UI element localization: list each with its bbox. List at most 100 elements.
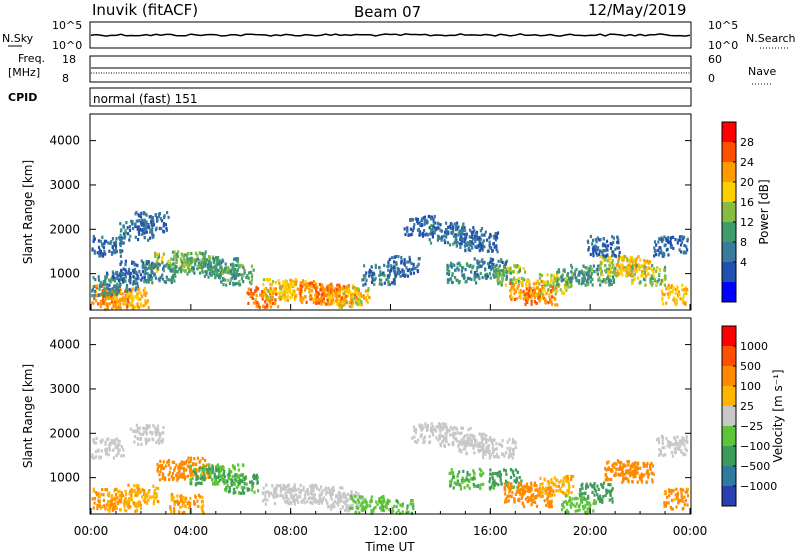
heatmap-cell (663, 504, 665, 507)
heatmap-cell (489, 477, 491, 480)
heatmap-cell (314, 294, 316, 297)
heatmap-cell (477, 262, 479, 265)
heatmap-cell (474, 257, 476, 260)
heatmap-cell (490, 257, 492, 260)
heatmap-cell (378, 266, 380, 269)
heatmap-cell (443, 436, 445, 439)
heatmap-cell (474, 438, 476, 441)
heatmap-cell (295, 489, 297, 492)
heatmap-cell (407, 275, 409, 278)
heatmap-cell (100, 300, 102, 303)
heatmap-cell (564, 287, 566, 290)
heatmap-cell (317, 291, 319, 294)
heatmap-cell (449, 433, 451, 436)
cpid-value: normal (fast) 151 (93, 92, 197, 106)
heatmap-cell (668, 296, 670, 299)
heatmap-cell (305, 280, 307, 283)
heatmap-cell (587, 283, 589, 286)
heatmap-cell (518, 277, 520, 280)
heatmap-cell (344, 298, 346, 301)
heatmap-cell (592, 251, 594, 254)
heatmap-cell (129, 505, 131, 508)
heatmap-cell (609, 264, 611, 267)
heatmap-cell (614, 254, 616, 257)
date-title: 12/May/2019 (588, 1, 686, 19)
heatmap-cell (560, 288, 562, 291)
heatmap-cell (478, 236, 480, 239)
heatmap-cell (228, 490, 230, 493)
heatmap-cell (685, 245, 687, 248)
heatmap-cell (473, 435, 475, 438)
heatmap-cell (551, 295, 553, 298)
heatmap-cell (495, 232, 497, 235)
heatmap-cell (576, 279, 578, 282)
heatmap-cell (566, 283, 568, 286)
heatmap-cell (148, 424, 150, 427)
heatmap-cell (590, 280, 592, 283)
heatmap-cell (365, 271, 367, 274)
heatmap-cell (431, 422, 433, 425)
heatmap-cell (530, 487, 532, 490)
heatmap-cell (612, 271, 614, 274)
heatmap-cell (359, 296, 361, 299)
heatmap-cell (599, 283, 601, 286)
heatmap-cell (304, 493, 306, 496)
heatmap-cell (275, 281, 277, 284)
heatmap-cell (145, 272, 147, 275)
heatmap-cell (372, 272, 374, 275)
heatmap-cell (350, 490, 352, 493)
heatmap-cell (241, 264, 243, 267)
heatmap-cell (477, 442, 479, 445)
heatmap-cell (215, 266, 217, 269)
heatmap-cell (251, 273, 253, 276)
heatmap-cell (631, 256, 633, 259)
heatmap-cell (300, 489, 302, 492)
heatmap-cell (120, 299, 122, 302)
heatmap-cell (326, 491, 328, 494)
heatmap-cell (598, 253, 600, 256)
colorbar-tick-label: 24 (740, 156, 754, 169)
heatmap-cell (497, 272, 499, 275)
heatmap-cell (418, 263, 420, 266)
heatmap-cell (434, 231, 436, 234)
heatmap-cell (596, 493, 598, 496)
heatmap-cell (683, 288, 685, 291)
heatmap-cell (472, 226, 474, 229)
heatmap-cell (189, 257, 191, 260)
heatmap-cell (157, 262, 159, 265)
heatmap-cell (113, 290, 115, 293)
heatmap-cell (203, 466, 205, 469)
heatmap-cell (229, 486, 231, 489)
heatmap-cell (338, 303, 340, 306)
heatmap-cell (658, 237, 660, 240)
heatmap-cell (181, 261, 183, 264)
heatmap-cell (326, 293, 328, 296)
heatmap-cell (450, 480, 452, 483)
heatmap-cell (634, 273, 636, 276)
heatmap-cell (221, 466, 223, 469)
heatmap-cell (172, 461, 174, 464)
heatmap-cell (479, 487, 481, 490)
heatmap-cell (287, 289, 289, 292)
heatmap-cell (157, 470, 159, 473)
heatmap-cell (670, 506, 672, 509)
heatmap-cell (608, 280, 610, 283)
heatmap-cell (134, 223, 136, 226)
heatmap-cell (523, 492, 525, 495)
heatmap-cell (267, 279, 269, 282)
heatmap-cell (242, 464, 244, 467)
nsky-trace (91, 34, 690, 36)
heatmap-cell (108, 508, 110, 511)
heatmap-cell (647, 260, 649, 263)
heatmap-cell (275, 290, 277, 293)
heatmap-cell (590, 253, 592, 256)
heatmap-cell (629, 474, 631, 477)
heatmap-cell (171, 281, 173, 284)
heatmap-cell (296, 497, 298, 500)
heatmap-cell (153, 499, 155, 502)
heatmap-cell (203, 476, 205, 479)
heatmap-cell (484, 453, 486, 456)
heatmap-cell (480, 247, 482, 250)
heatmap-cell (346, 301, 348, 304)
heatmap-cell (124, 280, 126, 283)
